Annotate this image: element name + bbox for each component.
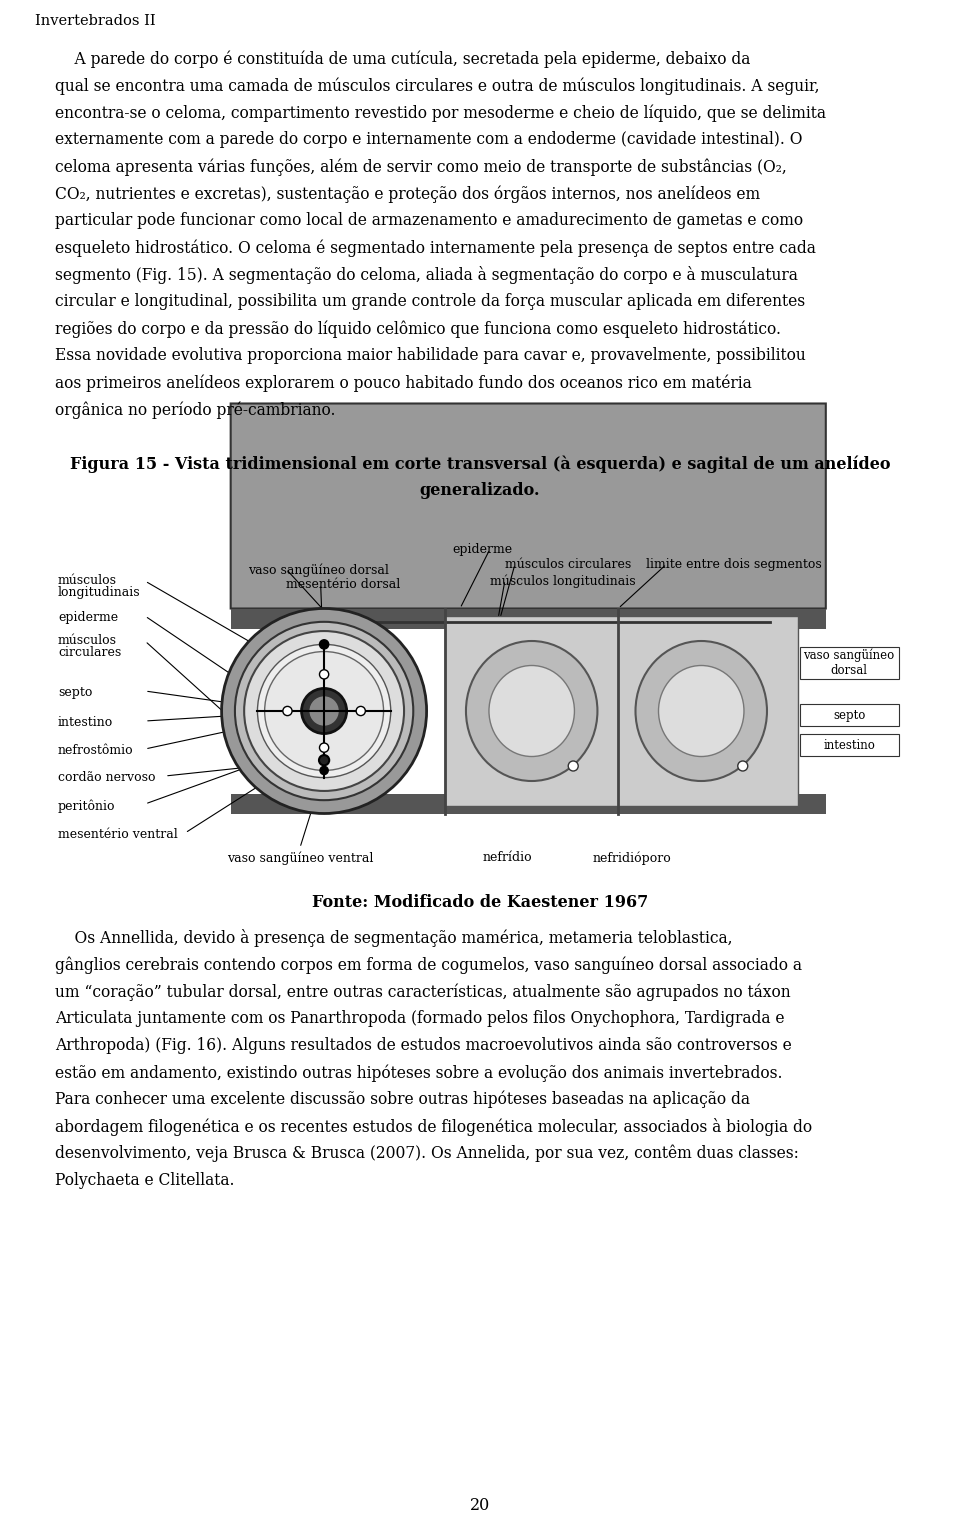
- Text: nefrídio: nefrídio: [483, 851, 532, 864]
- Text: nefrostômio: nefrostômio: [58, 745, 133, 757]
- Circle shape: [301, 688, 347, 734]
- Text: septo: septo: [833, 708, 865, 722]
- Text: mesentério ventral: mesentério ventral: [58, 829, 178, 841]
- Text: vaso sangüíneo dorsal: vaso sangüíneo dorsal: [248, 564, 389, 577]
- Circle shape: [320, 766, 328, 775]
- Text: encontra-se o celoma, compartimento revestido por mesoderme e cheio de líquido, : encontra-se o celoma, compartimento reve…: [55, 104, 826, 122]
- FancyBboxPatch shape: [230, 404, 826, 609]
- Circle shape: [568, 762, 578, 771]
- Text: septo: septo: [58, 685, 92, 699]
- Text: circulares: circulares: [58, 646, 121, 659]
- Ellipse shape: [636, 641, 767, 781]
- Text: circular e longitudinal, possibilita um grande controle da força muscular aplica: circular e longitudinal, possibilita um …: [55, 292, 805, 311]
- Text: qual se encontra uma camada de músculos circulares e outra de músculos longitudi: qual se encontra uma camada de músculos …: [55, 78, 820, 94]
- Text: epiderme: epiderme: [58, 611, 118, 624]
- Text: externamente com a parede do corpo e internamente com a endoderme (cavidade inte: externamente com a parede do corpo e int…: [55, 131, 803, 148]
- Ellipse shape: [489, 666, 574, 757]
- Text: músculos: músculos: [58, 634, 117, 647]
- Text: limite entre dois segmentos: limite entre dois segmentos: [646, 557, 822, 571]
- FancyBboxPatch shape: [230, 793, 826, 813]
- Text: epiderme: epiderme: [452, 544, 512, 556]
- FancyBboxPatch shape: [800, 704, 899, 726]
- Ellipse shape: [659, 666, 744, 757]
- Circle shape: [320, 640, 328, 649]
- Circle shape: [265, 652, 384, 771]
- Circle shape: [320, 670, 328, 679]
- Text: mesentério dorsal: mesentério dorsal: [286, 579, 400, 591]
- Text: cordão nervoso: cordão nervoso: [58, 771, 156, 784]
- Text: músculos longitudinais: músculos longitudinais: [490, 574, 636, 588]
- Text: um “coração” tubular dorsal, entre outras características, atualmente são agrupa: um “coração” tubular dorsal, entre outra…: [55, 982, 791, 1001]
- Text: Arthropoda) (Fig. 16). Alguns resultados de estudos macroevolutivos ainda são co: Arthropoda) (Fig. 16). Alguns resultados…: [55, 1037, 792, 1054]
- Text: 20: 20: [469, 1497, 491, 1514]
- Circle shape: [222, 609, 426, 813]
- Text: gânglios cerebrais contendo corpos em forma de cogumelos, vaso sanguíneo dorsal : gânglios cerebrais contendo corpos em fo…: [55, 956, 802, 973]
- Circle shape: [356, 707, 366, 716]
- Circle shape: [309, 696, 340, 726]
- Text: regiões do corpo e da pressão do líquido celômico que funciona como esqueleto hi: regiões do corpo e da pressão do líquido…: [55, 320, 781, 338]
- Text: Os Annellida, devido à presença de segmentação mamérica, metameria teloblastica,: Os Annellida, devido à presença de segme…: [55, 929, 732, 947]
- FancyBboxPatch shape: [800, 734, 899, 755]
- Text: aos primeiros anelídeos explorarem o pouco habitado fundo dos oceanos rico em ma: aos primeiros anelídeos explorarem o pou…: [55, 375, 752, 391]
- Text: Essa novidade evolutiva proporciona maior habilidade para cavar e, provavelmente: Essa novidade evolutiva proporciona maio…: [55, 347, 805, 364]
- Text: intestino: intestino: [58, 716, 113, 730]
- Text: músculos circulares: músculos circulares: [505, 557, 632, 571]
- Text: A parede do corpo é constituída de uma cutícula, secretada pela epiderme, debaix: A parede do corpo é constituída de uma c…: [55, 50, 751, 67]
- Circle shape: [244, 631, 404, 790]
- Text: intestino: intestino: [823, 739, 875, 751]
- Text: peritônio: peritônio: [58, 800, 115, 812]
- Text: particular pode funcionar como local de armazenamento e amadurecimento de gameta: particular pode funcionar como local de …: [55, 212, 804, 228]
- FancyBboxPatch shape: [230, 609, 826, 629]
- Text: nefridióporo: nefridióporo: [592, 851, 671, 865]
- Text: vaso sangüíneo
dorsal: vaso sangüíneo dorsal: [804, 649, 895, 676]
- Text: Invertebrados II: Invertebrados II: [35, 14, 156, 27]
- Ellipse shape: [466, 641, 597, 781]
- Circle shape: [283, 707, 292, 716]
- Text: músculos: músculos: [58, 574, 117, 586]
- Text: abordagem filogenética e os recentes estudos de filogenética molecular, associad: abordagem filogenética e os recentes est…: [55, 1118, 812, 1136]
- Circle shape: [737, 762, 748, 771]
- Text: longitudinais: longitudinais: [58, 586, 140, 599]
- Text: Figura 15 - Vista tridimensional em corte transversal (à esquerda) e sagital de : Figura 15 - Vista tridimensional em cort…: [70, 455, 890, 472]
- Text: generalizado.: generalizado.: [420, 481, 540, 500]
- Text: celoma apresenta várias funções, além de servir como meio de transporte de subst: celoma apresenta várias funções, além de…: [55, 158, 787, 175]
- Text: Polychaeta e Clitellata.: Polychaeta e Clitellata.: [55, 1173, 234, 1189]
- Text: Para conhecer uma excelente discussão sobre outras hipóteses baseadas na aplicaç: Para conhecer uma excelente discussão so…: [55, 1090, 750, 1109]
- Text: CO₂, nutrientes e excretas), sustentação e proteção dos órgãos internos, nos ane: CO₂, nutrientes e excretas), sustentação…: [55, 184, 760, 203]
- Text: Fonte: Modificado de Kaestener 1967: Fonte: Modificado de Kaestener 1967: [312, 894, 648, 911]
- FancyBboxPatch shape: [800, 646, 899, 679]
- Circle shape: [257, 644, 391, 778]
- Circle shape: [235, 621, 413, 800]
- Circle shape: [319, 755, 329, 766]
- FancyBboxPatch shape: [445, 615, 798, 806]
- Text: Articulata juntamente com os Panarthropoda (formado pelos filos Onychophora, Tar: Articulata juntamente com os Panarthropo…: [55, 1010, 784, 1027]
- Text: orgânica no período pré-cambriano.: orgânica no período pré-cambriano.: [55, 401, 335, 419]
- Text: esqueleto hidrostático. O celoma é segmentado internamente pela presença de sept: esqueleto hidrostático. O celoma é segme…: [55, 239, 816, 256]
- Text: vaso sangüíneo ventral: vaso sangüíneo ventral: [227, 851, 373, 865]
- Text: segmento (Fig. 15). A segmentação do celoma, aliada à segmentação do corpo e à m: segmento (Fig. 15). A segmentação do cel…: [55, 267, 798, 283]
- Text: estão em andamento, existindo outras hipóteses sobre a evolução dos animais inve: estão em andamento, existindo outras hip…: [55, 1065, 782, 1081]
- Text: desenvolvimento, veja Brusca & Brusca (2007). Os Annelida, por sua vez, contêm d: desenvolvimento, veja Brusca & Brusca (2…: [55, 1145, 799, 1162]
- Circle shape: [320, 743, 328, 752]
